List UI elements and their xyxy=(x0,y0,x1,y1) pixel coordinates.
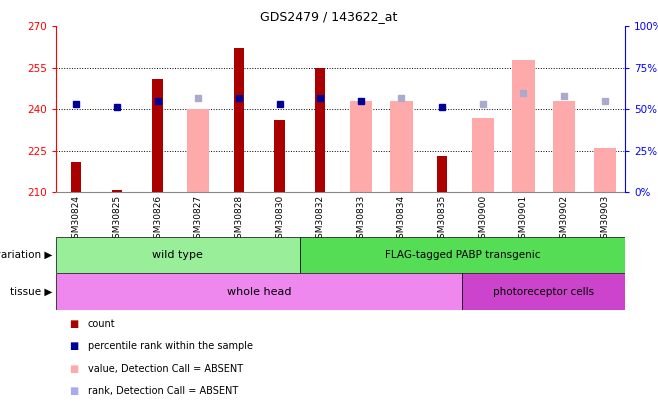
Bar xyxy=(437,156,447,192)
Text: value, Detection Call = ABSENT: value, Detection Call = ABSENT xyxy=(88,364,243,373)
Text: ■: ■ xyxy=(69,364,78,373)
Text: percentile rank within the sample: percentile rank within the sample xyxy=(88,341,253,351)
Text: ■: ■ xyxy=(69,341,78,351)
Bar xyxy=(187,109,209,192)
Text: GSM30900: GSM30900 xyxy=(478,195,488,244)
Bar xyxy=(274,120,285,192)
Bar xyxy=(56,273,463,310)
Text: GSM30833: GSM30833 xyxy=(357,195,365,244)
Bar xyxy=(390,101,413,192)
Bar xyxy=(315,68,325,192)
Text: GSM30824: GSM30824 xyxy=(72,195,81,243)
Text: GSM30827: GSM30827 xyxy=(193,195,203,244)
Text: GSM30828: GSM30828 xyxy=(234,195,243,244)
Text: GSM30825: GSM30825 xyxy=(113,195,122,244)
Bar xyxy=(472,118,494,192)
Bar xyxy=(300,237,625,273)
Text: rank, Detection Call = ABSENT: rank, Detection Call = ABSENT xyxy=(88,386,238,396)
Bar xyxy=(513,60,535,192)
Text: count: count xyxy=(88,319,115,329)
Text: genotype/variation ▶: genotype/variation ▶ xyxy=(0,250,53,260)
Text: GSM30834: GSM30834 xyxy=(397,195,406,244)
Bar xyxy=(349,101,372,192)
Text: FLAG-tagged PABP transgenic: FLAG-tagged PABP transgenic xyxy=(385,250,540,260)
Text: GSM30903: GSM30903 xyxy=(600,195,609,244)
Bar xyxy=(553,101,575,192)
Text: GSM30901: GSM30901 xyxy=(519,195,528,244)
Bar xyxy=(463,273,625,310)
Text: photoreceptor cells: photoreceptor cells xyxy=(494,287,594,296)
Text: GSM30830: GSM30830 xyxy=(275,195,284,244)
Text: tissue ▶: tissue ▶ xyxy=(11,287,53,296)
Bar xyxy=(594,148,616,192)
Text: GDS2479 / 143622_at: GDS2479 / 143622_at xyxy=(261,10,397,23)
Text: GSM30832: GSM30832 xyxy=(316,195,324,244)
Text: whole head: whole head xyxy=(227,287,291,296)
Bar xyxy=(71,162,82,192)
Text: ■: ■ xyxy=(69,386,78,396)
Text: wild type: wild type xyxy=(153,250,203,260)
Bar xyxy=(234,49,244,192)
Bar xyxy=(56,237,300,273)
Text: GSM30826: GSM30826 xyxy=(153,195,162,244)
Text: ■: ■ xyxy=(69,319,78,329)
Bar xyxy=(112,190,122,192)
Text: GSM30902: GSM30902 xyxy=(559,195,569,244)
Bar xyxy=(153,79,163,192)
Text: GSM30835: GSM30835 xyxy=(438,195,447,244)
